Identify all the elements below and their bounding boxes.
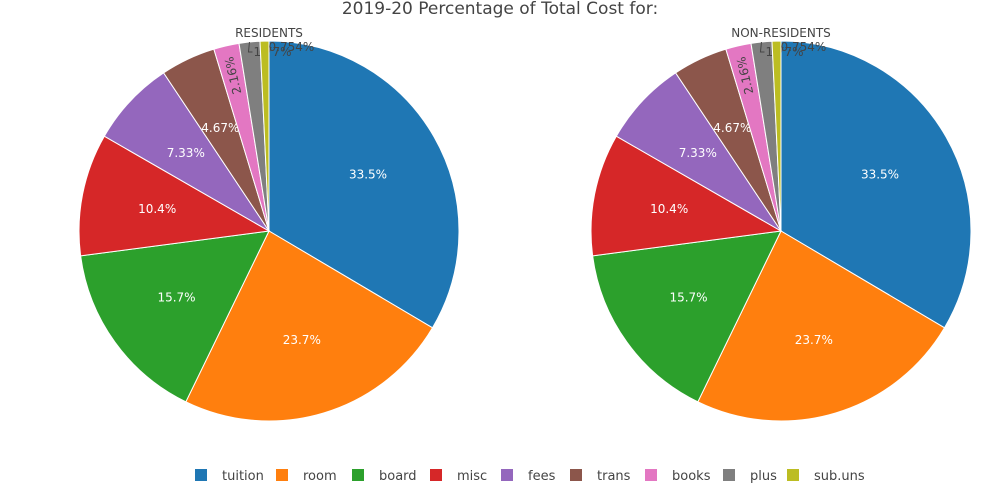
legend-item-fees[interactable]: fees bbox=[501, 469, 556, 484]
pie-residents-label-trans: 4.67% bbox=[201, 121, 239, 135]
pie-non-residents-label-misc: 10.4% bbox=[650, 202, 688, 216]
legend-item-board[interactable]: board bbox=[352, 469, 417, 484]
pie-residents-slice-room[interactable] bbox=[185, 230, 434, 422]
pie-non-residents-label-sub-uns: 0.754% bbox=[781, 40, 827, 54]
legend-label-misc: misc bbox=[457, 469, 487, 484]
legend-label-fees: fees bbox=[528, 469, 556, 484]
pie-non-residents-label-room: 23.7% bbox=[795, 333, 833, 347]
pie-residents-label-sub-uns: 0.754% bbox=[269, 40, 315, 54]
legend-swatch-trans bbox=[570, 469, 582, 481]
pie-non-residents-slice-misc[interactable] bbox=[590, 135, 783, 257]
pie-non-residents-slice-room[interactable] bbox=[697, 230, 946, 422]
legend-swatch-books bbox=[645, 469, 657, 481]
pie-non-residents-slice-tuition[interactable] bbox=[780, 40, 972, 329]
pie-residents-leader-plus bbox=[247, 41, 253, 53]
legend-swatch-plus bbox=[723, 469, 735, 481]
pie-non-residents: NON-RESIDENTS 33.5% 23.7% 15.7% 10.4% 7.33% 4… bbox=[590, 26, 972, 422]
chart-title: 2019-20 Percentage of Total Cost for: bbox=[342, 0, 658, 19]
pie-residents-label-tuition: 33.5% bbox=[349, 168, 387, 182]
legend-label-sub-uns: sub.uns bbox=[814, 469, 865, 484]
legend-item-sub-uns[interactable]: sub.uns bbox=[787, 469, 865, 484]
legend-item-room[interactable]: room bbox=[276, 469, 337, 484]
pie-residents-label-misc: 10.4% bbox=[138, 202, 176, 216]
legend-item-plus[interactable]: plus bbox=[723, 469, 777, 484]
pie-residents-label-room: 23.7% bbox=[283, 333, 321, 347]
legend: tuition room board misc fees trans books plus su… bbox=[195, 469, 865, 484]
pie-non-residents-subtitle: NON-RESIDENTS bbox=[731, 26, 831, 40]
pie-residents-slice-board[interactable] bbox=[80, 230, 270, 403]
pie-residents: RESIDENTS 33.5% 23.7% 15.7% 10.4% 7.33% 4.67%… bbox=[78, 26, 460, 422]
pie-residents-subtitle: RESIDENTS bbox=[235, 26, 303, 40]
legend-label-tuition: tuition bbox=[222, 469, 264, 484]
legend-swatch-sub-uns bbox=[787, 469, 799, 481]
legend-label-books: books bbox=[672, 469, 711, 484]
pie-residents-slice-misc[interactable] bbox=[78, 135, 271, 257]
legend-swatch-room bbox=[276, 469, 288, 481]
pie-non-residents-slice-sub-uns[interactable] bbox=[771, 40, 782, 232]
legend-swatch-tuition bbox=[195, 469, 207, 481]
pie-residents-slice-tuition[interactable] bbox=[268, 40, 460, 329]
legend-label-room: room bbox=[303, 469, 337, 484]
legend-swatch-fees bbox=[501, 469, 513, 481]
legend-label-trans: trans bbox=[597, 469, 631, 484]
pie-residents-label-fees: 7.33% bbox=[167, 146, 205, 160]
legend-swatch-misc bbox=[430, 469, 442, 481]
legend-item-misc[interactable]: misc bbox=[430, 469, 487, 484]
legend-item-books[interactable]: books bbox=[645, 469, 711, 484]
pie-non-residents-label-board: 15.7% bbox=[669, 291, 707, 305]
legend-item-tuition[interactable]: tuition bbox=[195, 469, 264, 484]
pie-non-residents-label-trans: 4.67% bbox=[713, 121, 751, 135]
legend-item-trans[interactable]: trans bbox=[570, 469, 631, 484]
pie-non-residents-label-tuition: 33.5% bbox=[861, 168, 899, 182]
pie-non-residents-slice-board[interactable] bbox=[592, 230, 782, 403]
pie-non-residents-label-fees: 7.33% bbox=[679, 146, 717, 160]
legend-label-board: board bbox=[379, 469, 417, 484]
pie-non-residents-leader-plus bbox=[759, 41, 765, 53]
legend-label-plus: plus bbox=[750, 469, 777, 484]
pie-residents-slice-sub-uns[interactable] bbox=[259, 40, 270, 232]
pie-residents-label-board: 15.7% bbox=[157, 291, 195, 305]
legend-swatch-board bbox=[352, 469, 364, 481]
